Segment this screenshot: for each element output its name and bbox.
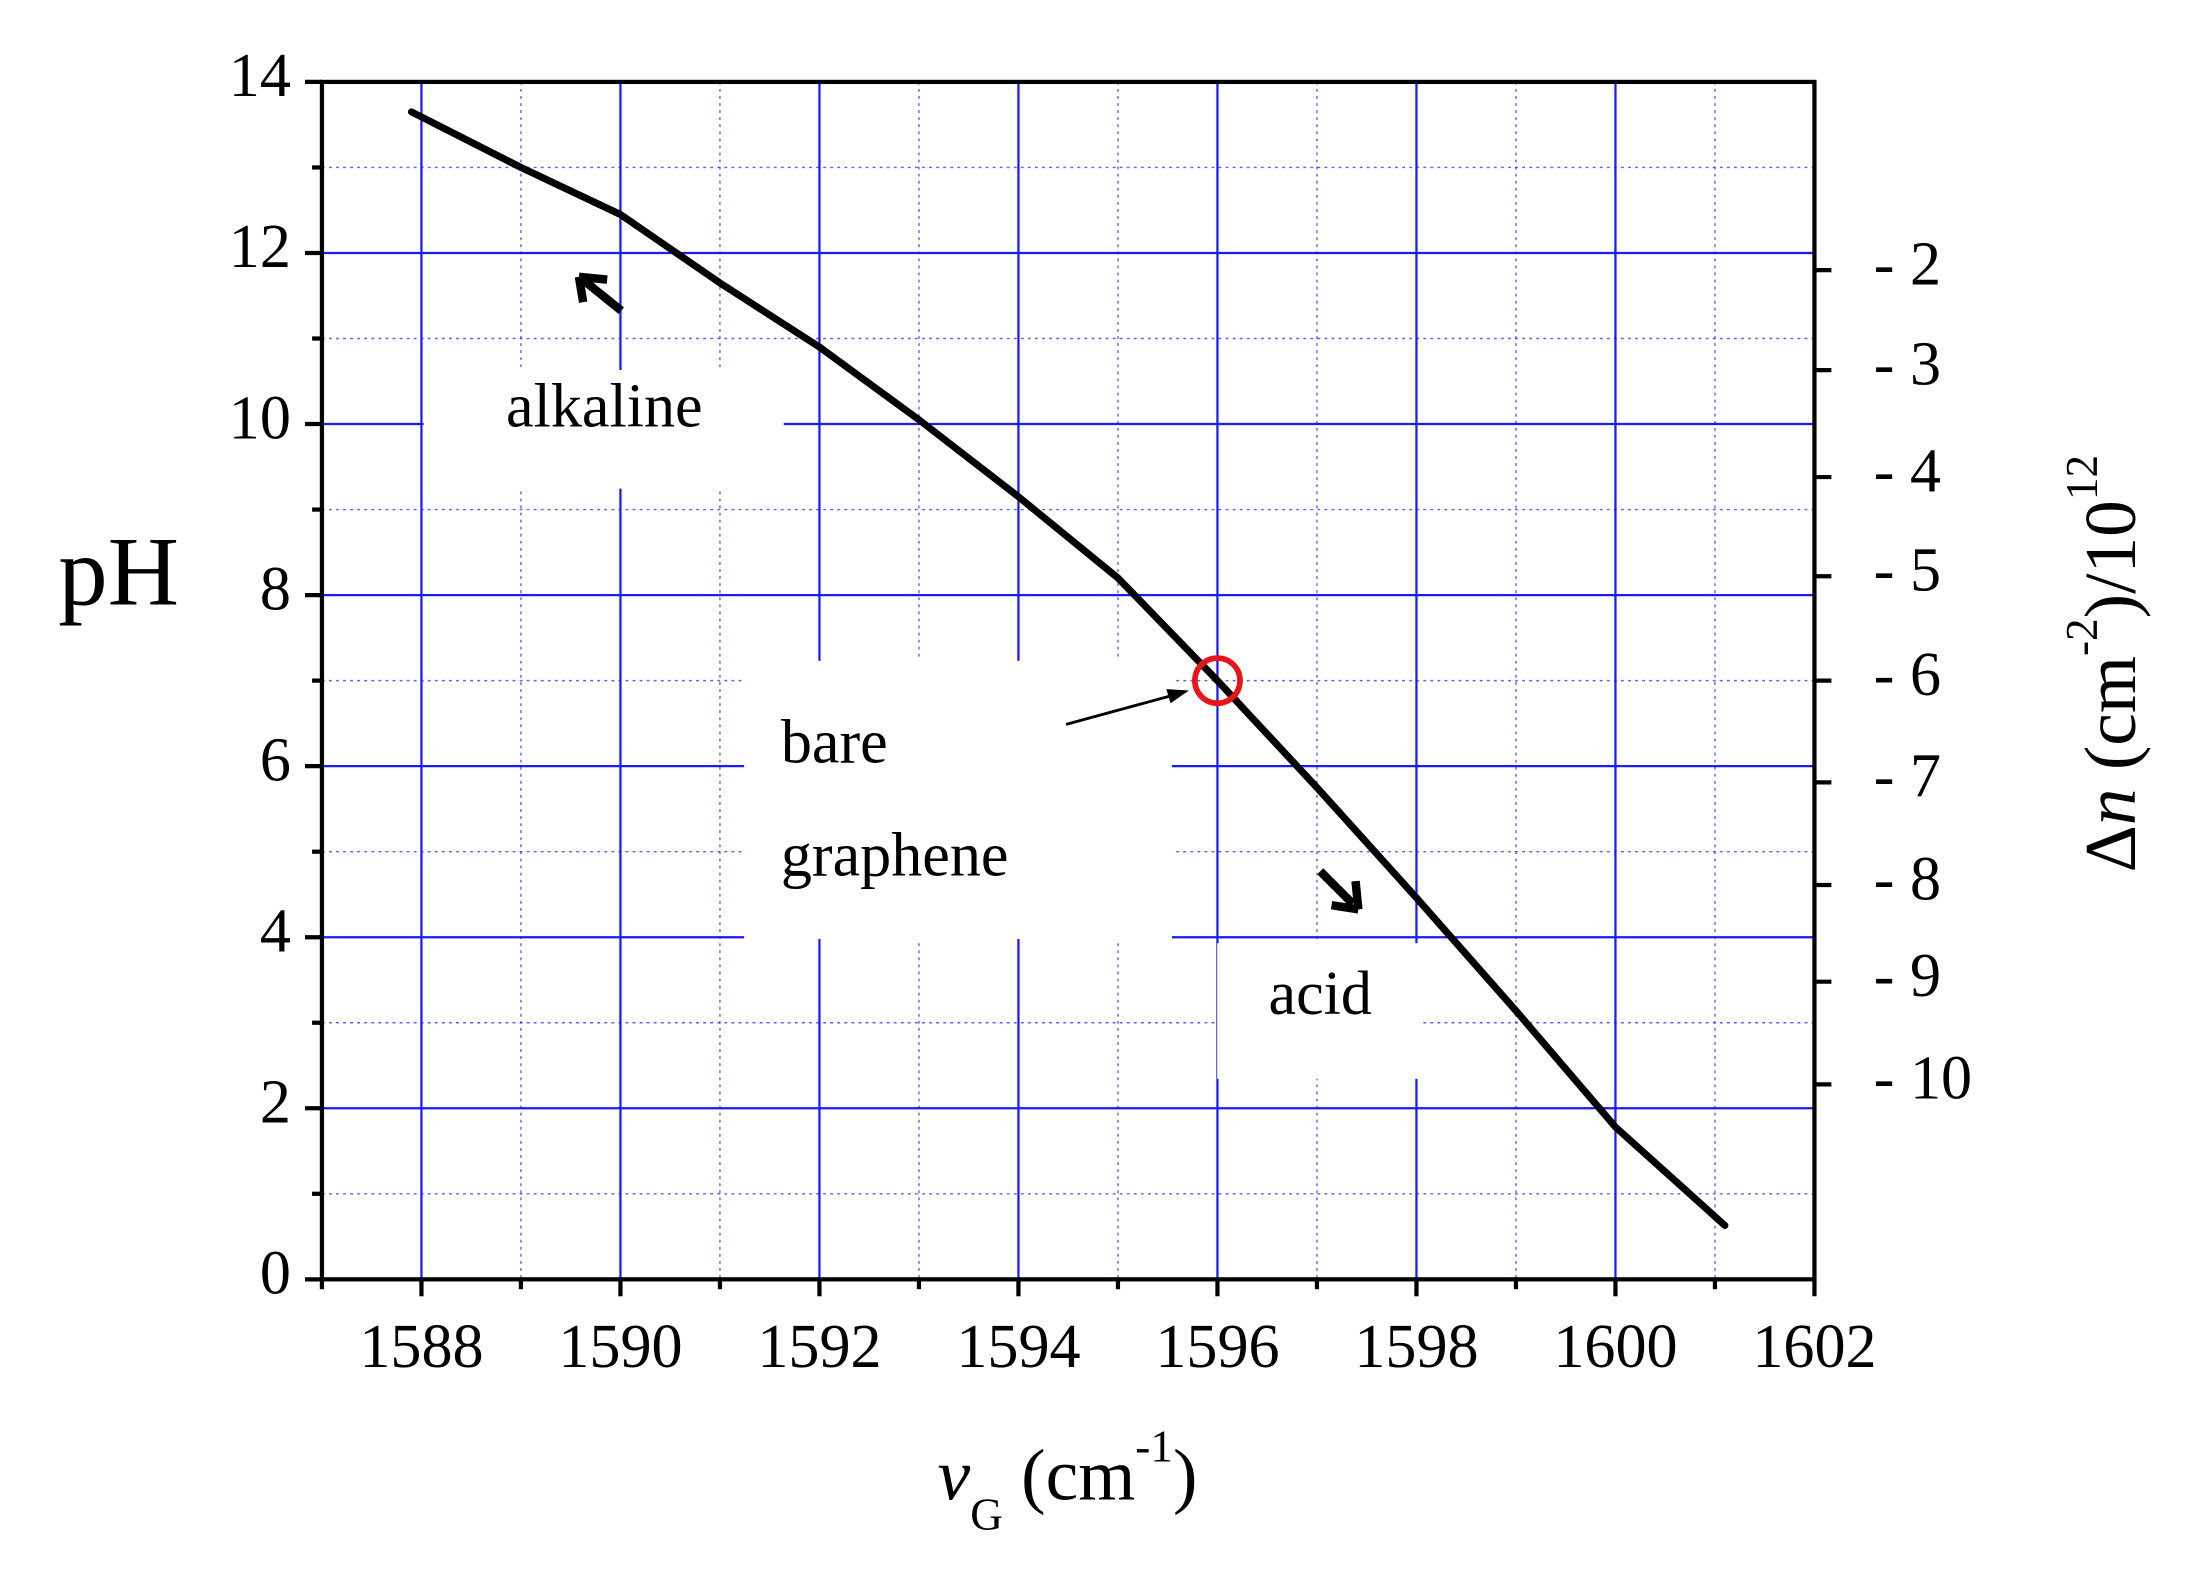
curve-layer [407, 108, 1729, 1229]
x-tick-label: 1588 [359, 1313, 483, 1381]
annotation: alkaline [506, 373, 703, 441]
x-label-part: (cm [1003, 1435, 1135, 1516]
arrow [574, 272, 624, 314]
y2-label-part: Δ [2070, 825, 2151, 872]
arrow [1065, 693, 1176, 726]
y2-tick-label: - 6 [1874, 641, 1941, 709]
data-line [407, 108, 1729, 1229]
y-tick-label: 14 [229, 42, 291, 110]
x-label-part: -1 [1135, 1422, 1173, 1472]
axes: 1588 1590 1592 1594 1596 1598 1600 1602 0 2 4 6 8 10 1… [229, 42, 1972, 1381]
annotation: acid [1269, 960, 1372, 1028]
x-tick-label: 1592 [757, 1313, 881, 1381]
label-background [1217, 943, 1420, 1079]
y2-tick-label: - 7 [1874, 743, 1941, 811]
y2-tick-label: - 5 [1874, 537, 1941, 605]
y2-label-part: 12 [2057, 455, 2107, 500]
x-tick-label: 1602 [1752, 1313, 1876, 1381]
y2-tick-label: - 4 [1874, 437, 1941, 505]
y-tick-label: 10 [229, 384, 291, 452]
y2-tick-label: - 10 [1874, 1045, 1972, 1113]
x-tick-label: 1596 [1155, 1313, 1279, 1381]
x-tick-label: 1600 [1553, 1313, 1677, 1381]
arrow-head [1166, 689, 1189, 704]
y-tick-label: 2 [260, 1069, 291, 1137]
arrow [1317, 868, 1363, 914]
y2-label-part: (cm [2070, 656, 2151, 788]
x-tick-label: 1590 [558, 1313, 682, 1381]
y2-label-part: n [2070, 788, 2151, 825]
annotation: bare [781, 709, 888, 777]
y2-tick-label: - 9 [1874, 942, 1941, 1010]
x-label-part: v [938, 1435, 971, 1516]
x-tick-label: 1594 [956, 1313, 1080, 1381]
y2-label-part: -2 [2057, 618, 2107, 656]
x-tick-label: 1598 [1354, 1313, 1478, 1381]
x-label-part: ) [1173, 1435, 1197, 1516]
annotation: graphene [781, 822, 1009, 890]
y2-tick-label: - 8 [1874, 845, 1941, 913]
annotations: alkaline bare graphene acid [423, 272, 1420, 1079]
y-axis-label: pH [58, 517, 179, 626]
y2-label-part: )/10 [2070, 500, 2151, 618]
y-tick-label: 6 [260, 726, 291, 794]
label-background [423, 369, 784, 489]
y2-tick-label: - 3 [1874, 330, 1941, 398]
marker [1192, 655, 1243, 707]
y-tick-label: 12 [229, 213, 291, 281]
y2-axis-label: Δn (cm-2)/1012 [2057, 455, 2151, 872]
label-background [744, 660, 1172, 940]
x-label-part: G [970, 1490, 1003, 1540]
y-tick-label: 4 [260, 897, 291, 965]
y-tick-label: 8 [260, 555, 291, 623]
x-axis-label: vG (cm-1) [938, 1422, 1198, 1540]
y-tick-label: 0 [260, 1240, 291, 1308]
y2-tick-label: - 2 [1874, 230, 1941, 298]
